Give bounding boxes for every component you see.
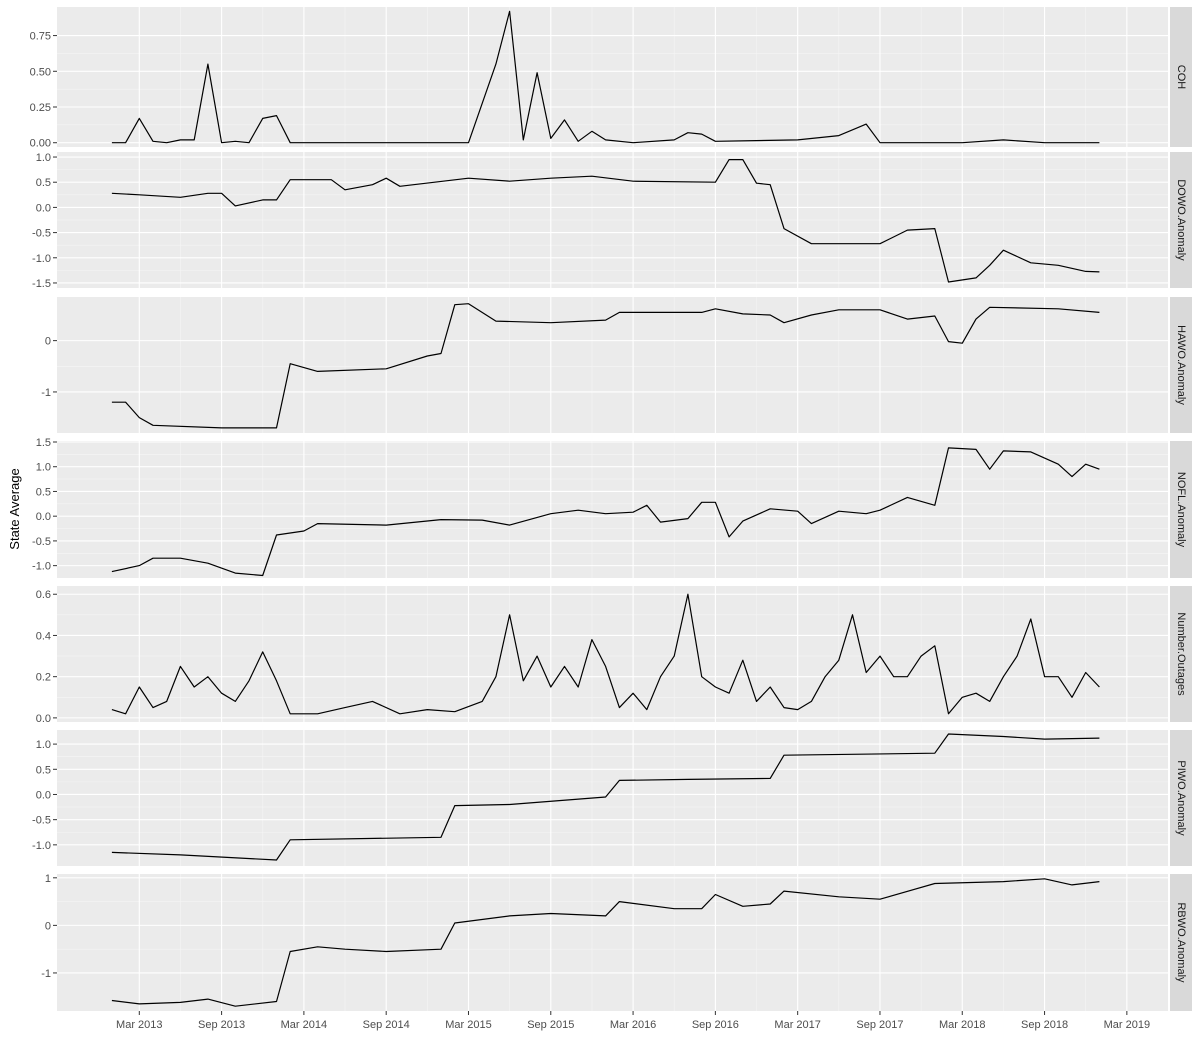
panel-background — [57, 7, 1168, 147]
panel-piwo-anomaly: -1.0 -0.5 0.0 0.5 1.0 PIWO.Anomaly — [32, 730, 1192, 866]
y-tick-label: 0.0 — [36, 202, 51, 214]
y-tick-label: 0 — [45, 336, 51, 348]
x-tick-label: Sep 2013 — [198, 1019, 245, 1031]
y-tick-label: -1.5 — [32, 278, 51, 290]
y-axis-title: State Average — [7, 468, 22, 549]
panel-dowo-anomaly: -1.5 -1.0 -0.5 0.0 0.5 1.0 DOWO.Anomaly — [32, 152, 1192, 290]
y-tick-label: 1.0 — [36, 462, 51, 474]
panel-number-outages: 0.0 0.2 0.4 0.6 Number.Outages — [36, 586, 1192, 725]
x-tick-label: Mar 2015 — [445, 1019, 491, 1031]
panel-rbwo-anomaly: -1 0 1 RBWO.Anomaly — [41, 873, 1192, 1011]
x-tick-label: Sep 2016 — [692, 1019, 739, 1031]
x-tick-label: Sep 2015 — [527, 1019, 574, 1031]
y-tick-label: -1.0 — [32, 253, 51, 265]
series-line-piwo-anomaly — [111, 733, 1100, 861]
y-tick-label: -1.0 — [32, 561, 51, 573]
y-tick-label: -1.0 — [32, 840, 51, 852]
series-line-dowo-anomaly — [111, 159, 1100, 283]
y-tick-label: 0.5 — [36, 486, 51, 498]
y-tick-label: 1.5 — [36, 437, 51, 449]
y-tick-label: 1.0 — [36, 739, 51, 751]
y-tick-label: 0.25 — [30, 102, 51, 114]
y-tick-label: 1 — [45, 873, 51, 885]
panel-background — [57, 297, 1168, 433]
x-tick-label: Sep 2014 — [363, 1019, 410, 1031]
x-tick-label: Mar 2018 — [939, 1019, 985, 1031]
y-tick-label: -0.5 — [32, 228, 51, 240]
y-tick-label: 0.4 — [36, 630, 51, 642]
series-line-number-outages — [111, 593, 1100, 715]
panel-background — [57, 441, 1168, 578]
x-tick-label: Mar 2014 — [281, 1019, 327, 1031]
facet-strip-label: NOFL.Anomaly — [1175, 472, 1187, 548]
y-tick-label: 0.5 — [36, 764, 51, 776]
x-tick-label: Mar 2013 — [116, 1019, 162, 1031]
y-tick-label: 0.5 — [36, 177, 51, 189]
x-tick-label: Sep 2018 — [1021, 1019, 1068, 1031]
x-tick-label: Sep 2017 — [856, 1019, 903, 1031]
y-tick-label: 0.0 — [36, 713, 51, 725]
panel-hawo-anomaly: -1 0 HAWO.Anomaly — [41, 297, 1192, 433]
x-tick-label: Mar 2017 — [774, 1019, 820, 1031]
facet-strip — [1170, 297, 1192, 433]
panel-background — [57, 874, 1168, 1011]
y-tick-label: -1 — [41, 387, 51, 399]
panel-nofl-anomaly: -1.0 -0.5 0.0 0.5 1.0 1.5 NOFL.Anomaly — [32, 437, 1192, 578]
facet-strip-label: PIWO.Anomaly — [1175, 760, 1187, 836]
series-line-coh — [111, 10, 1100, 144]
panels: 0.000.250.500.75COH-1.5-1.0-0.50.00.51.0… — [30, 7, 1192, 1011]
facet-strip — [1170, 152, 1192, 288]
facet-strip-label: DOWO.Anomaly — [1175, 179, 1187, 261]
y-tick-label: -0.5 — [32, 536, 51, 548]
y-tick-label: 0.75 — [30, 31, 51, 43]
series-line-nofl-anomaly — [111, 447, 1100, 577]
y-tick-label: -0.5 — [32, 815, 51, 827]
facet-strip — [1170, 7, 1192, 147]
x-axis: Mar 2013 Sep 2013 Mar 2014 Sep 2014 Mar 2015… — [116, 1011, 1150, 1031]
series-line-rbwo-anomaly — [111, 878, 1100, 1007]
facet-strip — [1170, 730, 1192, 866]
y-tick-label: 0.6 — [36, 589, 51, 601]
panel-background — [57, 586, 1168, 722]
y-tick-label: 0.50 — [30, 66, 51, 78]
panel-background — [57, 730, 1168, 866]
facet-strip — [1170, 441, 1192, 578]
x-tick-label: Mar 2016 — [610, 1019, 656, 1031]
facet-strip — [1170, 874, 1192, 1011]
y-tick-label: 1.0 — [36, 152, 51, 164]
panel-coh: 0.00 0.25 0.50 0.75 COH — [30, 7, 1192, 150]
facet-strip-label: Number.Outages — [1175, 612, 1187, 696]
y-tick-label: 0.00 — [30, 138, 51, 150]
facet-strip — [1170, 586, 1192, 722]
facet-strip-label: COH — [1175, 65, 1187, 90]
y-tick-label: 0.0 — [36, 511, 51, 523]
y-tick-label: 0.2 — [36, 672, 51, 684]
y-tick-label: -1 — [41, 968, 51, 980]
facet-strip-label: RBWO.Anomaly — [1175, 902, 1187, 983]
y-tick-label: 0 — [45, 920, 51, 932]
facet-strip-label: HAWO.Anomaly — [1175, 325, 1187, 405]
x-tick-label: Mar 2019 — [1104, 1019, 1150, 1031]
y-tick-label: 0.0 — [36, 789, 51, 801]
series-line-hawo-anomaly — [111, 303, 1100, 429]
